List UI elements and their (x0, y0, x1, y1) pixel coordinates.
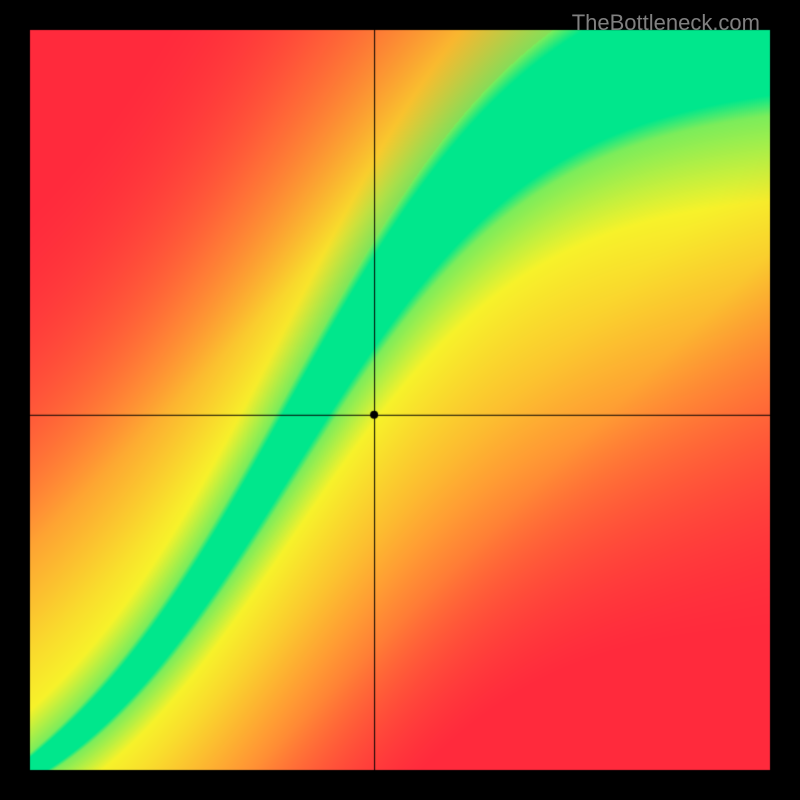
heatmap-canvas (0, 0, 800, 800)
watermark-text: TheBottleneck.com (572, 10, 760, 36)
bottleneck-heatmap: TheBottleneck.com (0, 0, 800, 800)
